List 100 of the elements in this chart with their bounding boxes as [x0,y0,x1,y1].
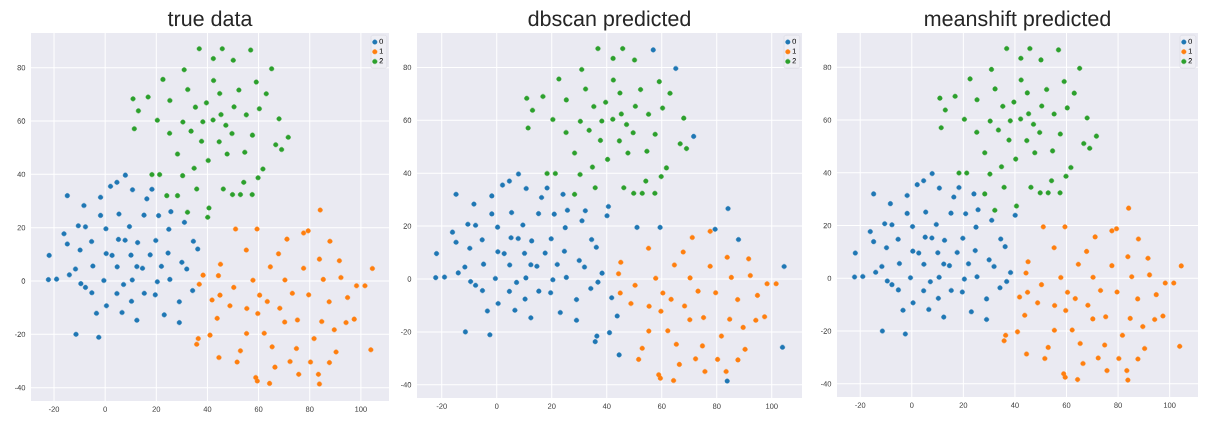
point [599,118,605,124]
point [591,104,597,110]
point [639,345,645,351]
point [1063,173,1069,179]
point [610,77,616,83]
point [530,107,536,113]
point [644,148,650,154]
point [671,262,677,268]
point [1050,148,1056,154]
point [1004,46,1010,52]
point [1061,79,1067,85]
point [665,328,671,334]
point [747,273,753,279]
point [987,118,993,124]
point [1038,57,1044,63]
point [610,55,616,61]
point [724,254,730,260]
point [952,93,958,99]
point [938,125,944,131]
point [988,66,994,72]
point [625,150,631,156]
point [701,315,707,321]
point [995,127,1001,133]
point [1037,190,1043,196]
point [620,46,626,52]
point [616,138,622,144]
point [589,164,595,170]
point [1006,137,1012,143]
chart-title: meanshift predicted [925,10,1110,31]
point [1081,141,1087,147]
point [707,263,713,269]
point [1049,178,1055,184]
point [1084,115,1090,121]
point [764,281,770,287]
point [618,259,624,265]
point [603,99,609,105]
point [597,137,603,143]
point [652,131,658,137]
point [1013,203,1019,209]
point [707,228,713,234]
point [1018,77,1024,83]
point [956,170,962,176]
point [656,372,662,378]
point [695,288,701,294]
point [689,234,695,240]
point [1024,138,1030,144]
point [563,97,569,103]
point [684,146,690,152]
point [631,190,637,196]
point [653,275,659,281]
point [974,129,980,135]
point [742,346,748,352]
point [1018,116,1024,122]
point [1001,184,1007,190]
point [1057,131,1063,137]
point [1011,99,1017,105]
point [586,127,592,133]
point [550,116,556,122]
point [1071,90,1077,96]
point [982,150,988,156]
point [754,292,760,298]
point [1039,103,1045,109]
point [699,343,705,349]
chart-title: dbscan predicted [528,10,690,31]
point [628,301,634,307]
point [1026,111,1032,117]
point [740,324,746,330]
point [658,308,664,314]
point [1037,129,1043,135]
point [673,341,679,347]
point [605,156,611,162]
point [652,190,658,196]
point [676,361,682,367]
point [643,178,649,184]
point [667,90,673,96]
point [646,245,652,251]
point [577,118,583,124]
point [687,275,693,281]
point [556,76,562,82]
point [525,125,531,131]
point [762,314,768,320]
point [572,191,578,197]
point [658,174,664,180]
point [660,290,666,296]
point [992,86,998,92]
point [617,290,623,296]
chart-title: true data [167,10,253,27]
point [1056,47,1062,53]
point [999,164,1005,170]
point [1068,165,1074,171]
point [727,316,733,322]
point [552,170,558,176]
point [1000,103,1006,109]
point [610,116,616,122]
point [713,290,719,296]
point [1077,65,1083,71]
point [1027,46,1033,52]
point [595,46,601,52]
point [639,190,645,196]
point [646,328,652,334]
